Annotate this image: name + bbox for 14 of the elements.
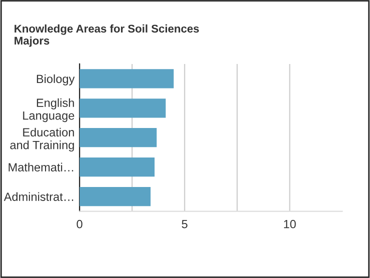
y-tick-label: Education and Training (10, 128, 74, 152)
bar (80, 69, 174, 88)
bar (80, 128, 157, 148)
y-tick-label: Mathemati… (8, 162, 74, 172)
x-tick-label: 5 (182, 220, 188, 228)
y-tick-label: English Language (23, 98, 74, 122)
y-tick-label: Administrat… (4, 192, 74, 201)
x-tick-label: 10 (284, 220, 296, 228)
bar (80, 98, 166, 118)
bar (80, 158, 155, 177)
chart-title: Knowledge Areas for Soil Sciences Majors (14, 24, 199, 47)
x-tick-label: 0 (76, 220, 82, 228)
y-tick-label: Biology (36, 74, 75, 86)
bar (80, 186, 151, 206)
